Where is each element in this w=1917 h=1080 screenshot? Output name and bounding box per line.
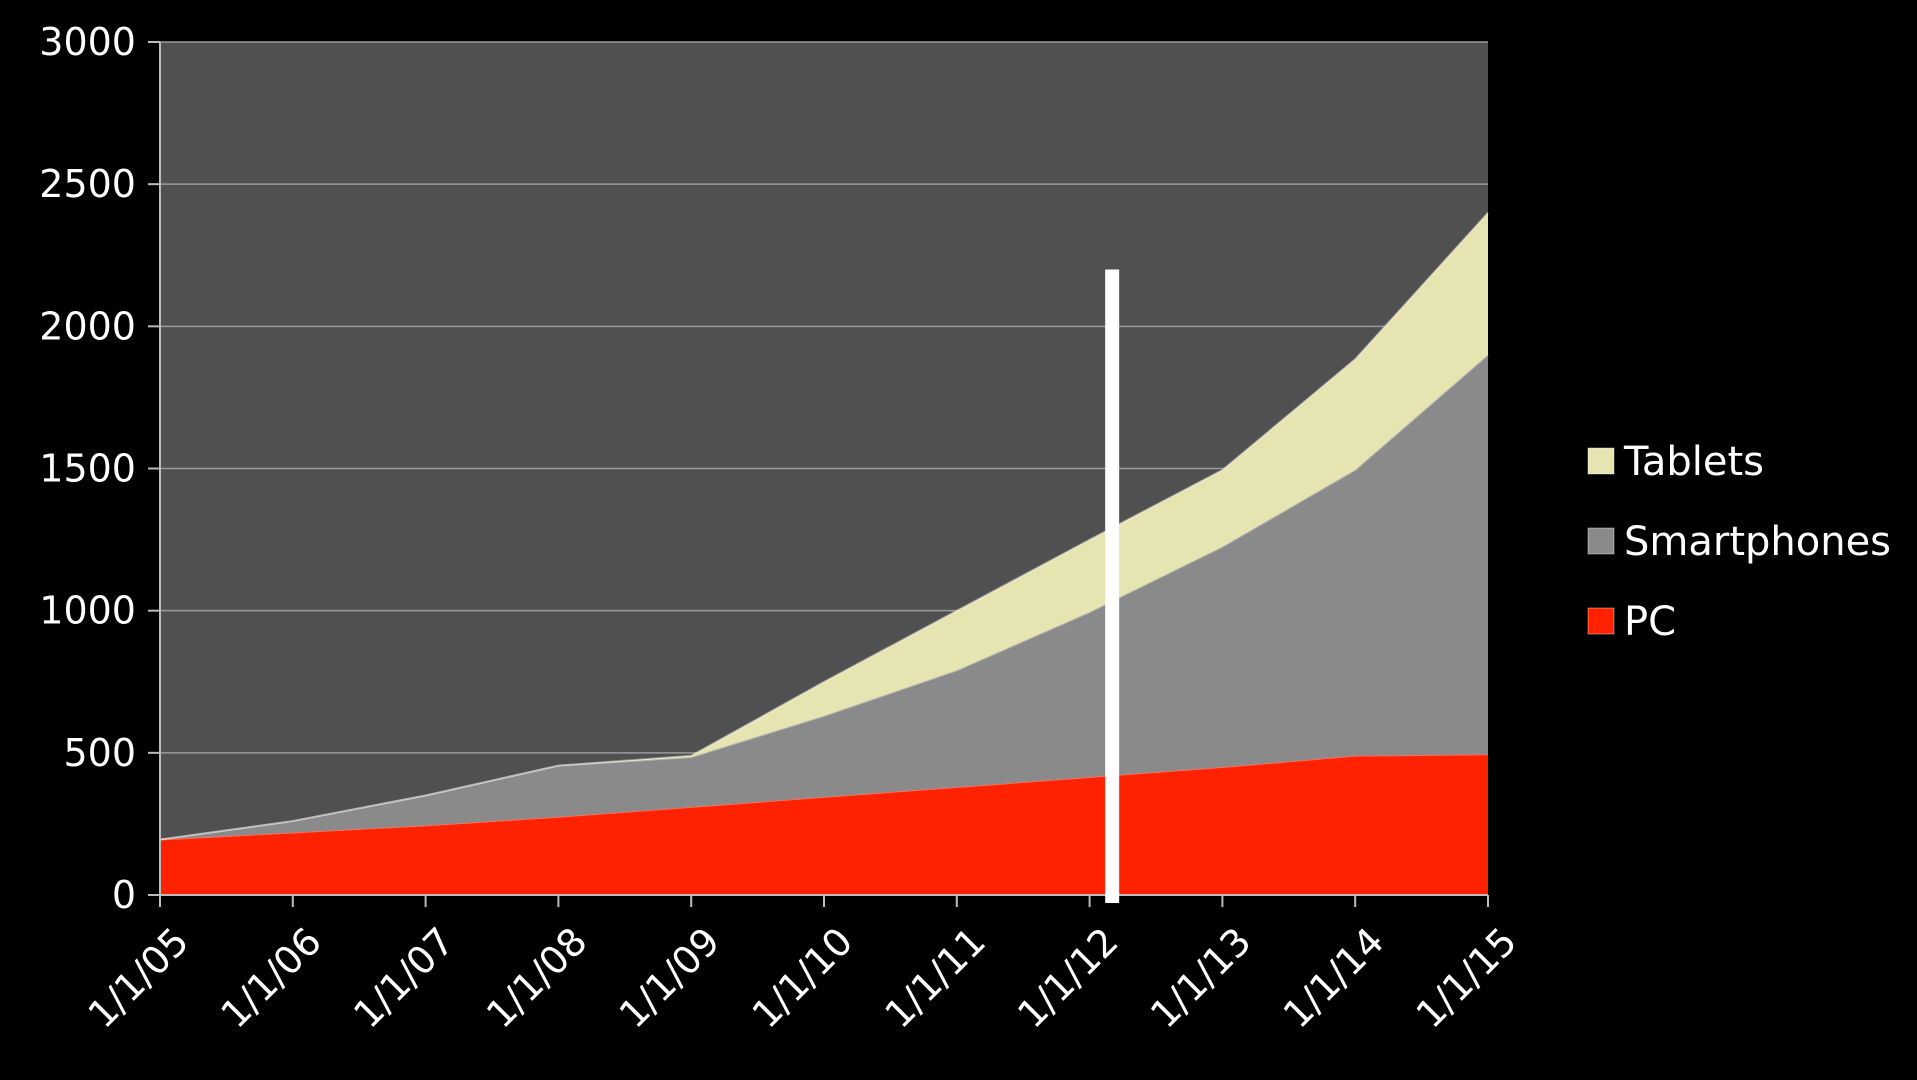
area-series xyxy=(159,211,1489,895)
area-smartphones xyxy=(160,354,1488,840)
y-axis-ticks: 0 500 1000 1500 2000 2500 3000 xyxy=(39,20,160,917)
x-tick-label: 1/1/11 xyxy=(876,919,994,1037)
legend-swatch-pc xyxy=(1587,607,1615,635)
x-tick-label: 1/1/10 xyxy=(744,919,862,1037)
gridlines xyxy=(160,41,1488,754)
x-tick-label: 1/1/09 xyxy=(611,919,729,1037)
legend-label-tablets: Tablets xyxy=(1623,439,1764,485)
x-tick-label: 1/1/12 xyxy=(1009,919,1127,1037)
area-edge-tablets xyxy=(159,211,1489,841)
x-tick-label: 1/1/13 xyxy=(1142,919,1260,1037)
y-tick-label: 1500 xyxy=(39,447,136,491)
y-tick-label: 500 xyxy=(63,731,136,775)
y-tick-label: 1000 xyxy=(39,589,136,633)
area-pc xyxy=(160,754,1488,895)
x-tick-label: 1/1/14 xyxy=(1275,919,1393,1037)
vertical-marker-line xyxy=(1105,269,1120,903)
x-tick-label: 1/1/05 xyxy=(80,919,198,1037)
legend-label-smartphones: Smartphones xyxy=(1624,519,1891,565)
y-tick-label: 0 xyxy=(112,873,136,917)
x-tick-label: 1/1/08 xyxy=(478,919,596,1037)
x-tick-label: 1/1/06 xyxy=(212,919,330,1037)
legend: Tablets Smartphones PC xyxy=(1587,439,1891,645)
legend-label-pc: PC xyxy=(1624,599,1676,645)
y-tick-label: 2000 xyxy=(39,304,136,348)
y-tick-label: 2500 xyxy=(39,162,136,206)
y-tick-label: 3000 xyxy=(39,20,136,64)
area-tablets xyxy=(160,212,1488,840)
x-axis-ticks: 1/1/05 1/1/06 1/1/07 1/1/08 1/1/09 1/1/10 1/1/… xyxy=(80,895,1526,1037)
x-tick-label: 1/1/07 xyxy=(345,919,463,1037)
legend-swatch-tablets xyxy=(1587,447,1615,475)
legend-swatch-smartphones xyxy=(1587,527,1615,555)
x-tick-label: 1/1/15 xyxy=(1408,919,1526,1037)
marker-line xyxy=(1105,269,1120,903)
